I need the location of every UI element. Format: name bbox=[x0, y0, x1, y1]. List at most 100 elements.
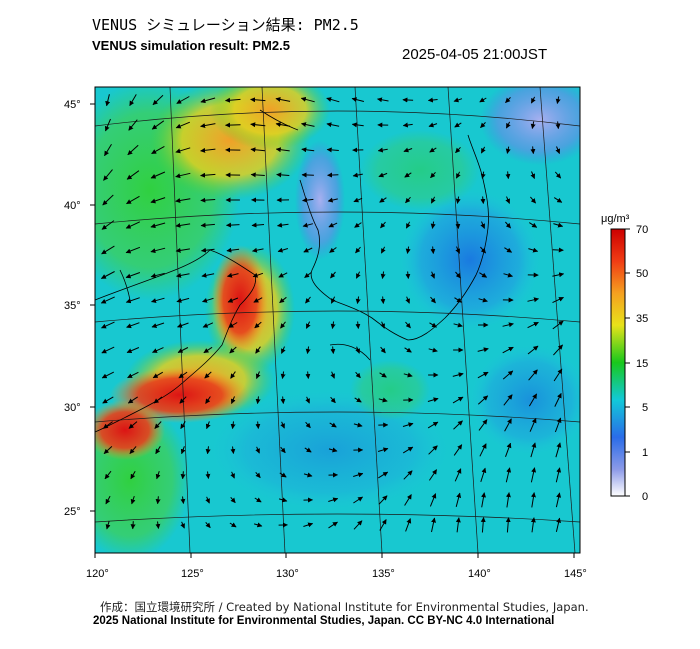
wind-arrow bbox=[505, 492, 511, 508]
wind-arrow bbox=[505, 146, 511, 154]
wind-arrow bbox=[230, 496, 236, 504]
wind-arrow bbox=[552, 296, 564, 304]
lat-tick-label: 35° bbox=[64, 300, 81, 312]
wind-arrow bbox=[405, 221, 411, 229]
wind-arrow bbox=[205, 496, 210, 504]
wind-arrow bbox=[126, 195, 140, 205]
wind-arrow bbox=[351, 122, 364, 128]
wind-arrow bbox=[254, 497, 262, 503]
wind-arrow bbox=[455, 171, 461, 179]
wind-arrow bbox=[178, 371, 188, 379]
wind-arrow bbox=[404, 347, 412, 353]
wind-arrow bbox=[528, 393, 538, 407]
wind-arrow bbox=[150, 222, 166, 229]
wind-arrow bbox=[327, 172, 339, 178]
wind-arrow bbox=[150, 171, 166, 179]
wind-arrow bbox=[377, 147, 388, 153]
wind-arrow bbox=[428, 445, 438, 455]
wind-arrow bbox=[430, 171, 436, 179]
wind-arrow bbox=[303, 522, 314, 528]
wind-arrow bbox=[455, 146, 461, 154]
wind-arrow bbox=[505, 171, 511, 180]
wind-arrow bbox=[505, 121, 511, 129]
wind-arrow bbox=[127, 371, 139, 379]
wind-arrow bbox=[378, 495, 388, 505]
wind-arrow bbox=[479, 272, 488, 278]
wind-arrow bbox=[101, 346, 115, 354]
wind-arrow bbox=[105, 520, 111, 530]
wind-arrow bbox=[430, 221, 436, 229]
colorbar-tick-label: 35 bbox=[636, 313, 648, 325]
wind-arrow bbox=[101, 220, 115, 230]
graticule bbox=[95, 87, 580, 553]
wind-arrow bbox=[303, 472, 313, 478]
wind-arrow bbox=[152, 371, 164, 379]
wind-arrow bbox=[127, 144, 139, 156]
wind-arrow bbox=[202, 322, 214, 328]
wind-arrow bbox=[278, 497, 288, 503]
wind-arrow bbox=[230, 396, 236, 405]
lon-tick-label: 125° bbox=[181, 568, 204, 580]
wind-arrow bbox=[530, 121, 536, 129]
wind-arrow bbox=[403, 147, 413, 153]
wind-arrow bbox=[481, 492, 486, 508]
wind-arrow bbox=[279, 472, 287, 478]
wind-arrow bbox=[427, 97, 438, 103]
wind-arrow bbox=[103, 169, 113, 181]
wind-arrow bbox=[528, 247, 539, 253]
wind-arrow bbox=[402, 422, 414, 428]
wind-arrow bbox=[502, 370, 514, 380]
wind-arrow bbox=[379, 372, 387, 378]
wind-arrow bbox=[379, 519, 387, 531]
wind-arrow bbox=[478, 419, 488, 431]
wind-arrow bbox=[455, 221, 461, 229]
wind-arrow bbox=[503, 272, 513, 278]
forecast-timestamp: 2025-04-05 21:00JST bbox=[402, 46, 548, 63]
lat-tick-label: 45° bbox=[64, 99, 81, 111]
wind-arrow bbox=[455, 271, 461, 279]
wind-arrow bbox=[255, 371, 261, 379]
wind-arrow bbox=[427, 397, 439, 403]
wind-arrow bbox=[553, 344, 563, 356]
wind-arrow bbox=[351, 97, 365, 103]
wind-arrow bbox=[150, 247, 166, 254]
wind-arrow bbox=[328, 222, 338, 228]
lat-tick-label: 40° bbox=[64, 200, 81, 212]
wind-arrow bbox=[305, 321, 311, 329]
wind-arrow bbox=[355, 246, 361, 254]
wind-arrow bbox=[404, 494, 412, 506]
wind-arrow bbox=[103, 446, 113, 454]
wind-arrow bbox=[102, 396, 114, 404]
wind-arrow bbox=[328, 497, 339, 503]
copyright-line: 2025 National Institute for Environmenta… bbox=[93, 615, 555, 627]
wind-arrow bbox=[177, 347, 189, 353]
wind-arrow bbox=[555, 517, 562, 533]
wind-arrow bbox=[377, 97, 389, 103]
wind-arrow bbox=[330, 296, 336, 304]
wind-arrow bbox=[304, 447, 312, 453]
wind-arrow bbox=[502, 346, 514, 354]
wind-arrow bbox=[251, 222, 265, 228]
wind-arrow bbox=[302, 197, 314, 203]
wind-arrow bbox=[200, 123, 216, 129]
wind-arrow bbox=[154, 421, 162, 429]
wind-arrow bbox=[453, 420, 463, 430]
wind-arrow bbox=[428, 122, 438, 128]
wind-arrow bbox=[304, 272, 312, 278]
wind-vector-arrows bbox=[100, 94, 565, 533]
wind-arrow bbox=[378, 471, 389, 479]
wind-arrow bbox=[229, 346, 237, 354]
colorbar-tick-label: 5 bbox=[642, 402, 648, 414]
wind-arrow bbox=[151, 145, 165, 155]
wind-arrow bbox=[180, 471, 186, 480]
wind-arrow bbox=[355, 271, 361, 279]
wind-arrow bbox=[477, 347, 489, 353]
wind-arrow bbox=[402, 97, 414, 103]
wind-arrow bbox=[254, 321, 262, 329]
wind-arrow bbox=[180, 421, 186, 430]
colorbar-tick-label: 1 bbox=[642, 447, 648, 459]
wind-arrow bbox=[553, 368, 563, 382]
wind-arrow bbox=[505, 517, 511, 533]
wind-arrow bbox=[353, 472, 364, 478]
wind-arrow bbox=[278, 272, 288, 278]
